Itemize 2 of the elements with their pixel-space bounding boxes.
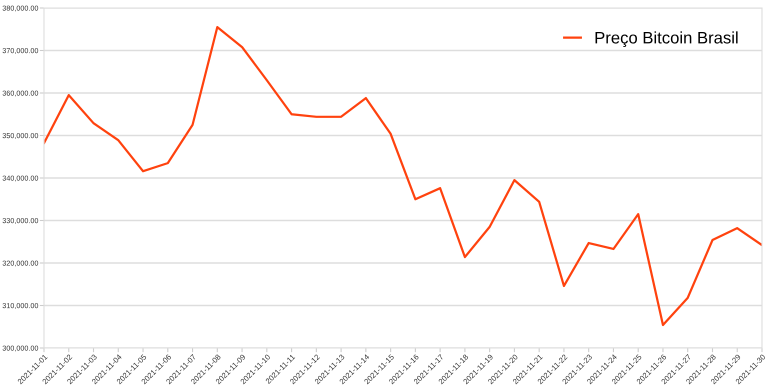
line-series: [44, 26, 762, 326]
legend-label: Preço Bitcoin Brasil: [596, 31, 738, 47]
